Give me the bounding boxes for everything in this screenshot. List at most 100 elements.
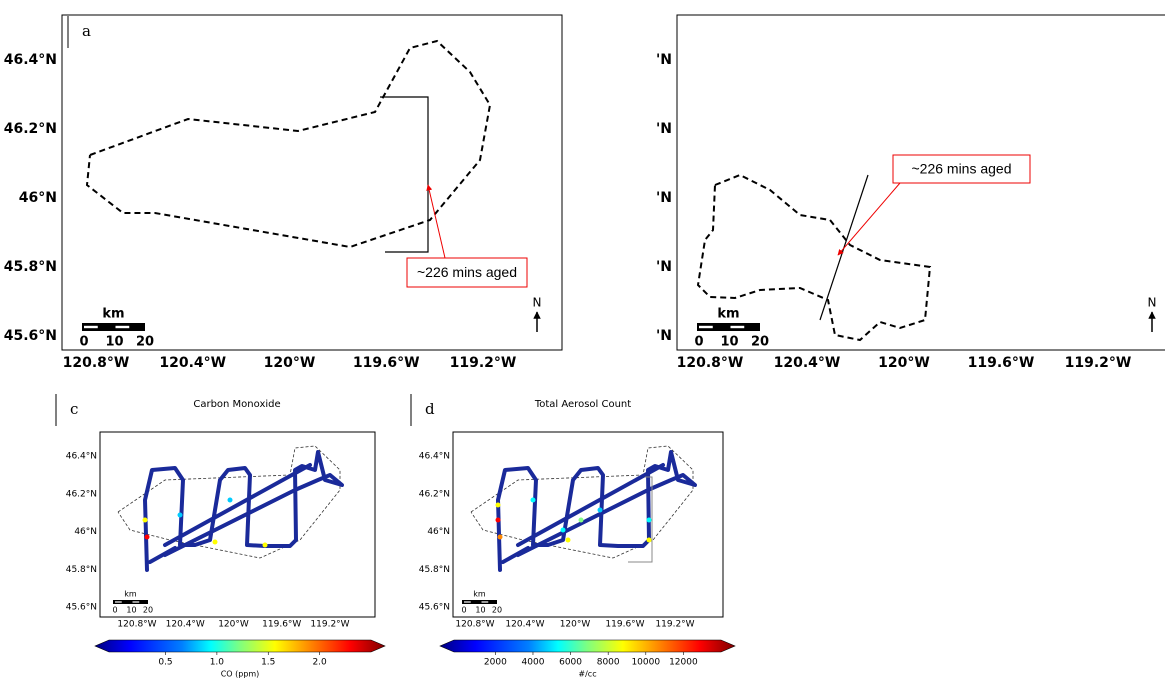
annotation-text: ~226 mins aged (911, 161, 1011, 177)
scale-bar (462, 600, 497, 604)
scale-tick: 0 (461, 606, 466, 615)
plume-outline (117, 445, 341, 559)
longitude-label: 119.2°W (655, 620, 694, 630)
latitude-label: 46.2°N (66, 489, 97, 499)
longitude-label: 120°W (878, 355, 930, 371)
scale-bar-segment (115, 325, 130, 329)
track-color-dot (497, 534, 503, 540)
scale-bar-segment (132, 601, 140, 603)
latitude-label: 'N (656, 259, 672, 275)
annotation-box (892, 154, 1031, 184)
scale-unit: km (124, 590, 137, 599)
flight-leg (628, 476, 653, 563)
colorbar (94, 639, 386, 653)
plume-outline (470, 445, 694, 559)
scale-unit: km (102, 307, 124, 322)
longitude-label: 119.6°W (262, 620, 301, 630)
longitude-label: 120.4°W (166, 620, 205, 630)
scale-tick: 10 (475, 606, 485, 615)
scale-bar-segment (699, 325, 713, 329)
flight-leg (380, 96, 429, 253)
longitude-label: 119.2°W (310, 620, 349, 630)
panel-label-bg (68, 16, 108, 48)
track-color-dot (560, 527, 566, 533)
latitude-label: 'N (656, 190, 672, 206)
colorbar-tick-label: 4000 (522, 658, 545, 668)
scale-tick: 20 (751, 335, 769, 350)
panel-title: Carbon Monoxide (193, 399, 280, 410)
track-color-dot (578, 517, 584, 523)
flight-track (496, 450, 697, 572)
annotation-arrow (837, 182, 901, 256)
scale-unit: km (473, 590, 486, 599)
track-color-dot (212, 539, 218, 545)
longitude-label: 120.8°W (455, 620, 494, 630)
colorbar-tick-label: 2000 (484, 658, 507, 668)
latitude-label: 46.4°N (4, 52, 57, 68)
track-color-dot (495, 517, 501, 523)
latitude-label: 46°N (74, 527, 97, 537)
flight-track (143, 450, 344, 572)
map-panel: c Carbon Monoxide 46.4°N 46.2°N 46°N 45.8°N 45… (55, 394, 386, 679)
panel-label: d (425, 400, 435, 418)
colorbar (439, 639, 736, 653)
latitude-label: 46.2°N (4, 121, 57, 137)
longitude-label: 119.2°W (1065, 355, 1132, 371)
longitude-label: 120.4°W (159, 355, 226, 371)
latitude-label: 45.8°N (419, 565, 450, 575)
track-color-dot (597, 507, 603, 513)
scale-tick: 0 (112, 606, 117, 615)
latitude-label: 'N (656, 52, 672, 68)
colorbar-tick-label: 6000 (559, 658, 582, 668)
track-color-dot (142, 517, 148, 523)
latitude-label: 46°N (19, 190, 57, 206)
colorbar-label: CO (ppm) (221, 670, 260, 679)
scale-tick: 20 (143, 606, 153, 615)
colorbar-tick-label: 1.0 (210, 658, 225, 668)
longitude-label: 119.6°W (353, 355, 420, 371)
longitude-label: 120.4°W (505, 620, 544, 630)
latitude-label: 46.2°N (419, 489, 450, 499)
longitude-label: 120.4°W (774, 355, 841, 371)
panel-label: c (70, 400, 78, 418)
colorbar-tick-label: 2.0 (312, 658, 327, 668)
track-color-dot (227, 497, 233, 503)
longitude-label: 120°W (218, 620, 249, 630)
scale-tick: 10 (720, 335, 738, 350)
scale-tick: 20 (492, 606, 502, 615)
panel-label-bg (56, 394, 96, 426)
latitude-label: 'N (656, 328, 672, 344)
colorbar-label: #/cc (578, 670, 596, 679)
longitude-label: 119.6°W (968, 355, 1035, 371)
annotation-arrow (426, 184, 446, 259)
scale-bar-segment (115, 601, 122, 603)
scale-bar-segment (481, 601, 489, 603)
latitude-label: 46°N (427, 527, 450, 537)
latitude-label: 45.6°N (4, 328, 57, 344)
scale-unit: km (717, 307, 739, 322)
map-panel: d Total Aerosol Count 46.4°N 46.2°N 46°N 45.8… (410, 394, 736, 679)
map-frame (676, 14, 1165, 351)
panel-title: Total Aerosol Count (534, 399, 631, 410)
longitude-label: 119.2°W (450, 355, 517, 371)
scale-tick: 20 (136, 335, 154, 350)
track-color-dot (495, 502, 501, 508)
track-color-dot (565, 537, 571, 543)
latitude-label: 45.8°N (4, 259, 57, 275)
longitude-label: 120.8°W (63, 355, 130, 371)
colorbar-tick-label: 8000 (597, 658, 620, 668)
map-frame (99, 431, 376, 618)
latitude-label: 'N (656, 121, 672, 137)
map-panel: 'N 'N 'N 'N 'N 120.8°W 120.4°W 120°W 119.6°W 119.… (656, 14, 1165, 371)
track-color-dot (646, 517, 652, 523)
longitude-label: 119.6°W (605, 620, 644, 630)
north-label: N (1148, 296, 1157, 310)
latitude-label: 45.8°N (66, 565, 97, 575)
north-label: N (533, 296, 542, 310)
latitude-label: 46.4°N (419, 452, 450, 462)
map-frame (61, 14, 563, 351)
map-frame (452, 431, 724, 618)
track-color-dot (646, 537, 652, 543)
longitude-label: 120°W (560, 620, 591, 630)
latitude-label: 45.6°N (66, 603, 97, 613)
